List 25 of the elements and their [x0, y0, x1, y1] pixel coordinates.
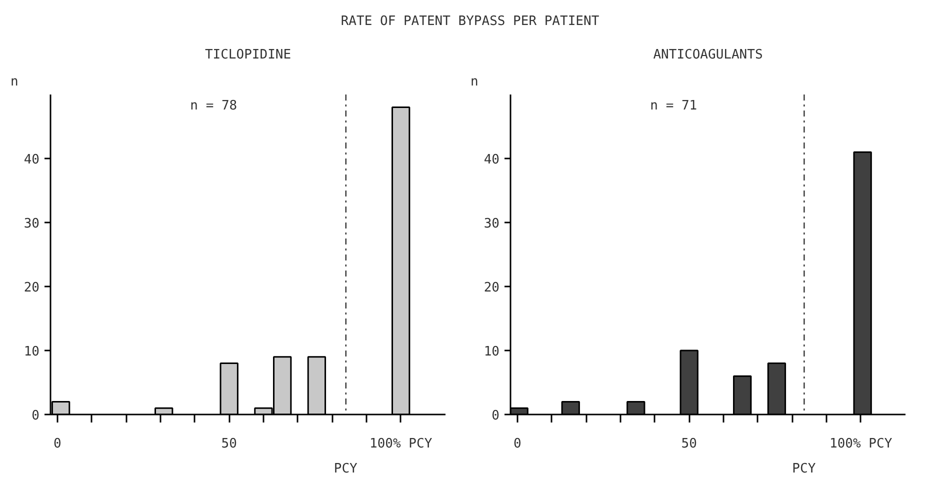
annotation: n = 78 [190, 98, 238, 114]
y-tick-label: 40 [24, 152, 40, 168]
chart-title: TICLOPIDINE [204, 48, 292, 62]
x-tick-label: 50 [681, 436, 697, 452]
y-tick-label: 20 [24, 280, 40, 296]
y-tick-label: 30 [24, 216, 40, 232]
y-tick-label: 10 [24, 344, 40, 360]
x-tick-label: 100% PCY [830, 436, 892, 452]
x-tick-label: 50 [221, 436, 237, 452]
y-tick-label: 10 [484, 344, 500, 360]
y-tick-label: 30 [484, 216, 500, 232]
chart-title: ANTICOAGULANTS [653, 48, 763, 62]
y-tick-label: 0 [492, 408, 500, 424]
y-tick-label: 20 [484, 280, 500, 296]
x-tick-label: 0 [513, 436, 522, 452]
y-tick-label: 0 [32, 408, 40, 424]
y-axis-title: n [470, 74, 478, 90]
y-tick-label: 40 [484, 152, 500, 168]
ref-line-label: PCY [792, 462, 816, 476]
x-tick-label: 100% PCY [370, 436, 432, 452]
y-axis-title: n [10, 74, 18, 90]
annotation: n = 71 [650, 98, 698, 114]
ref-line-label: PCY [334, 462, 358, 476]
text: RATE OF PATENT BYPASS PER PATIENT [340, 13, 600, 31]
x-tick-label: 0 [53, 436, 62, 452]
